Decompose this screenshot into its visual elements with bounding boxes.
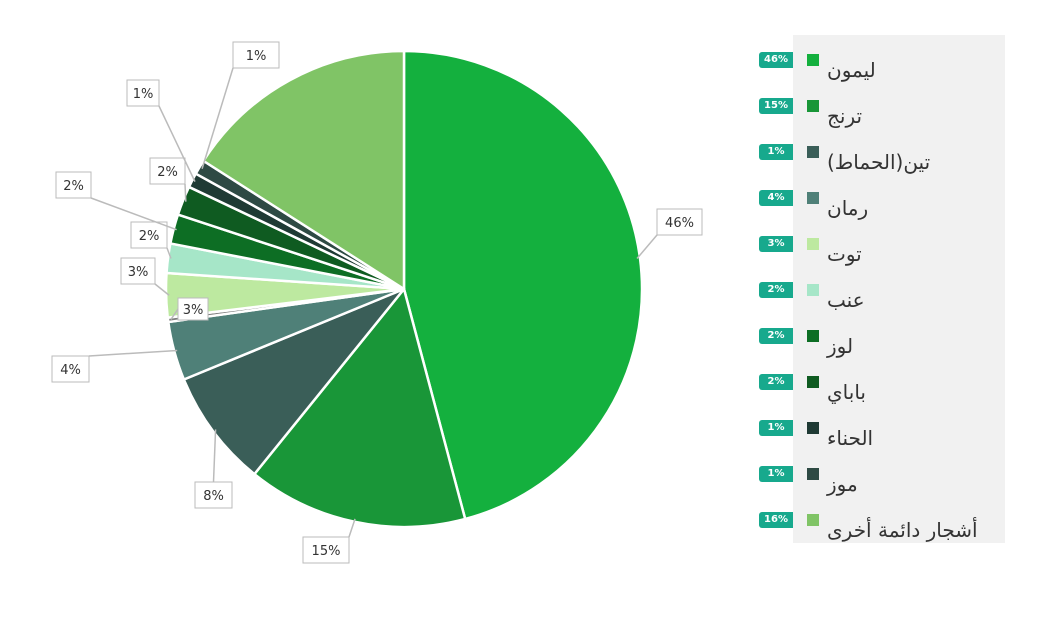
legend-item: 2% لوز: [759, 328, 1005, 372]
chart-legend: 46% ليمون 15% ترنج 1% تين(الحماط) 4% رمان 3% توت 2…: [759, 35, 1005, 543]
pie-data-labels: 46% 15% 8% 4% 3% 3% 2% 2% 2% 1% 1%: [51, 41, 703, 564]
legend-percent-badge: 15%: [759, 98, 793, 114]
legend-label: ليمون: [827, 58, 876, 82]
data-label-box: [55, 171, 92, 199]
data-label: 2%: [63, 179, 84, 194]
legend-percent-badge: 2%: [759, 282, 793, 298]
legend-percent-badge: 1%: [759, 144, 793, 160]
legend-item: 15% ترنج: [759, 98, 1005, 142]
legend-label: ترنج: [827, 104, 863, 128]
data-label-box: [126, 79, 160, 107]
data-label-box: [656, 208, 703, 236]
legend-label: عنب: [827, 288, 865, 312]
label-leader-line: [166, 247, 172, 259]
legend-percent-badge: 2%: [759, 328, 793, 344]
label-leader-line: [201, 67, 234, 169]
pie-slice: [402, 49, 644, 521]
data-label: 1%: [246, 49, 267, 64]
legend-percent-badge: 16%: [759, 512, 793, 528]
legend-swatch: [807, 376, 819, 388]
data-label-box: [149, 157, 186, 185]
legend-item: 1% تين(الحماط): [759, 144, 1005, 188]
legend-swatch: [807, 238, 819, 250]
pie-slice: [182, 287, 406, 476]
legend-swatch: [807, 514, 819, 526]
data-label: 3%: [128, 265, 149, 280]
legend-label: توت: [827, 242, 862, 266]
legend-item: 3% توت: [759, 236, 1005, 280]
legend-percent-badge: 1%: [759, 466, 793, 482]
data-label: 2%: [139, 229, 160, 244]
label-leader-line: [158, 105, 196, 182]
legend-label: أشجار دائمة أخرى: [827, 518, 978, 542]
data-label: 46%: [665, 216, 694, 231]
legend-swatch: [807, 146, 819, 158]
legend-item: 2% باباي: [759, 374, 1005, 418]
legend-item: 46% ليمون: [759, 52, 1005, 96]
data-label-box: [120, 257, 156, 285]
data-label: 1%: [133, 87, 154, 102]
legend-label: لوز: [827, 334, 854, 358]
data-label-box: [302, 536, 350, 564]
legend-label: الحناء: [827, 426, 874, 450]
legend-swatch: [807, 330, 819, 342]
pie-slices: [164, 49, 644, 529]
legend-item: 2% عنب: [759, 282, 1005, 326]
legend-percent-badge: 2%: [759, 374, 793, 390]
legend-label: باباي: [827, 380, 866, 404]
legend-item: 4% رمان: [759, 190, 1005, 234]
data-label: 2%: [157, 165, 178, 180]
data-label: 4%: [60, 363, 81, 378]
data-label: 8%: [203, 489, 224, 504]
label-leader-line: [348, 518, 356, 538]
pie-slice: [202, 49, 406, 291]
legend-swatch: [807, 422, 819, 434]
label-leader-line: [88, 349, 178, 357]
data-label: 3%: [183, 303, 204, 318]
legend-percent-badge: 4%: [759, 190, 793, 206]
legend-swatch: [807, 468, 819, 480]
legend-item: 16% أشجار دائمة أخرى: [759, 512, 1005, 556]
label-leader-line: [154, 283, 170, 296]
legend-item: 1% الحناء: [759, 420, 1005, 464]
legend-label: موز: [827, 472, 858, 496]
label-leader-line: [636, 234, 658, 260]
label-leader-line: [212, 429, 217, 483]
label-leader-line: [170, 308, 179, 320]
label-leader-line: [90, 197, 177, 231]
legend-percent-badge: 3%: [759, 236, 793, 252]
data-label: 15%: [312, 544, 341, 559]
data-label-box: [232, 41, 280, 69]
label-leader-line: [184, 183, 187, 202]
legend-swatch: [807, 284, 819, 296]
legend-label: رمان: [827, 196, 869, 220]
legend-label: تين(الحماط): [827, 150, 931, 174]
data-label-box: [130, 221, 168, 249]
legend-percent-badge: 46%: [759, 52, 793, 68]
legend-item: 1% موز: [759, 466, 1005, 510]
data-label-box: [177, 297, 209, 321]
legend-percent-badge: 1%: [759, 420, 793, 436]
data-label-box: [194, 481, 233, 509]
data-label-box: [51, 355, 90, 383]
legend-swatch: [807, 100, 819, 112]
legend-swatch: [807, 192, 819, 204]
legend-swatch: [807, 54, 819, 66]
